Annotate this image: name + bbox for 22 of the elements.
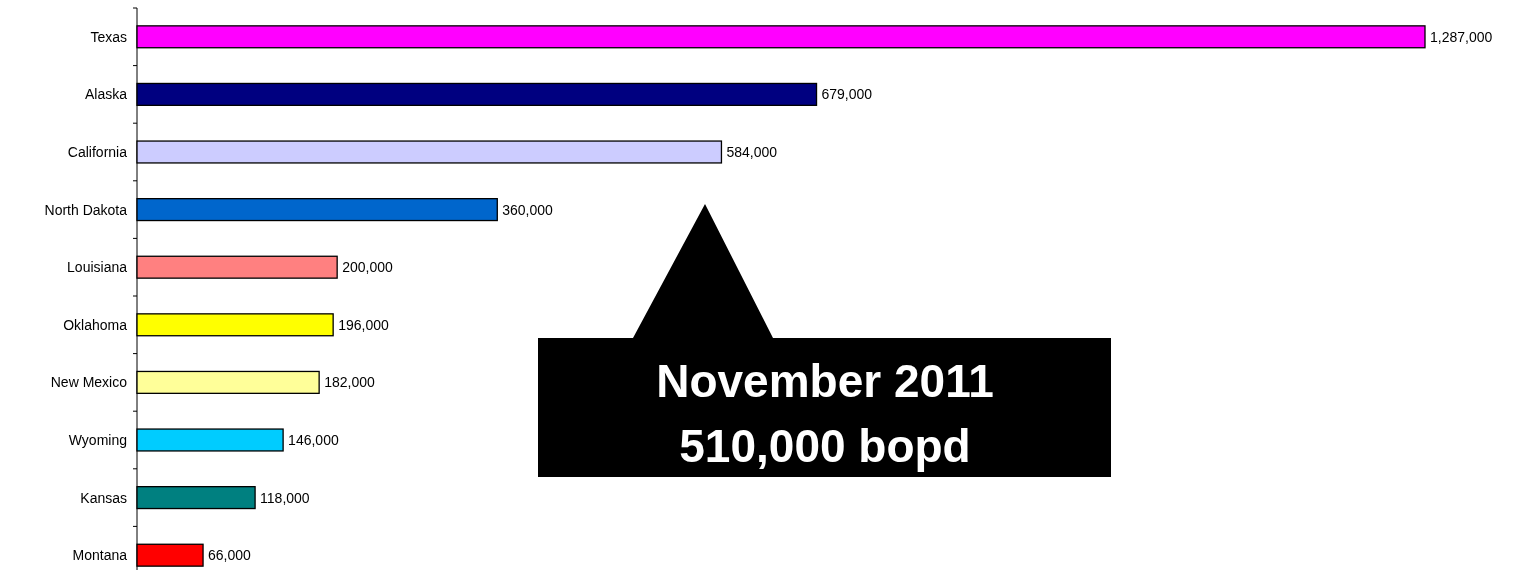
data-label: 679,000 — [821, 86, 873, 103]
data-label: 360,000 — [502, 201, 554, 218]
data-label: 66,000 — [208, 547, 252, 564]
data-label: 118,000 — [260, 489, 310, 506]
data-label: 1,287,000 — [1430, 28, 1493, 45]
y-tick-label: Alaska — [84, 86, 128, 103]
y-tick-label: New Mexico — [50, 374, 128, 391]
annotation: November 2011 — [656, 355, 994, 407]
y-tick-label: Wyoming — [68, 431, 127, 448]
y-tick-label: Oklahoma — [63, 316, 128, 333]
data-label: 200,000 — [342, 259, 393, 276]
y-tick-label: Montana — [72, 547, 128, 564]
y-tick-label: Louisiana — [67, 259, 128, 276]
y-tick-label: Kansas — [80, 489, 127, 506]
data-label: 196,000 — [338, 316, 389, 333]
annotation: 510,000 bopd — [679, 420, 971, 472]
y-tick-label: California — [67, 143, 128, 160]
data-label: 182,000 — [324, 374, 375, 391]
y-tick-label: North Dakota — [44, 201, 128, 218]
data-label: 584,000 — [726, 143, 778, 160]
data-label: 146,000 — [288, 431, 339, 448]
y-tick-label: Texas — [90, 28, 127, 45]
